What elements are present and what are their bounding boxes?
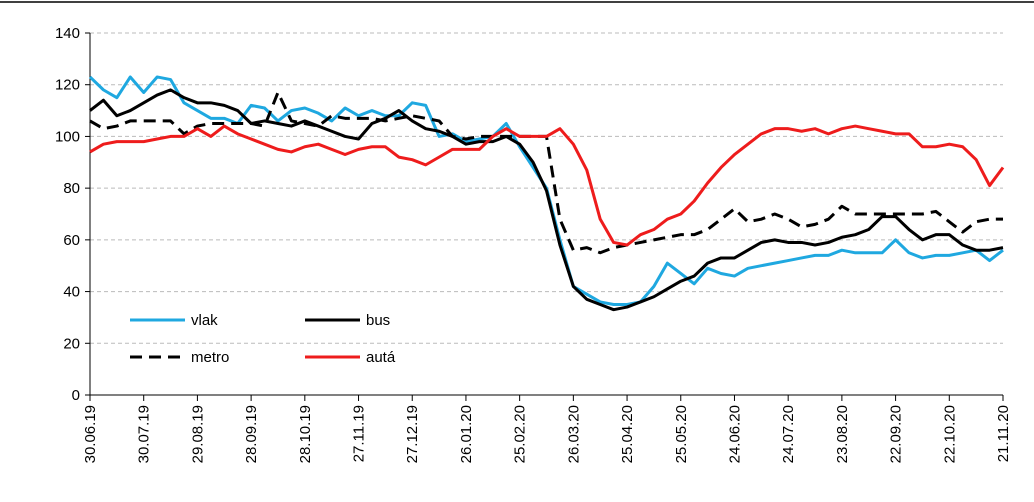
x-tick-label: 27.11.19 xyxy=(351,405,368,462)
y-tick-label: 140 xyxy=(55,25,80,42)
x-tick-label: 25.02.20 xyxy=(512,405,529,463)
series-line xyxy=(89,90,1003,255)
x-tick-label: 29.08.19 xyxy=(189,405,206,463)
x-tick-label: 26.01.20 xyxy=(458,405,475,463)
x-tick-label: 27.12.19 xyxy=(404,405,421,463)
y-tick-label: 40 xyxy=(63,284,80,301)
legend-label: vlak xyxy=(191,312,218,329)
legend-label: bus xyxy=(366,312,390,329)
x-tick-label: 28.09.19 xyxy=(243,405,260,463)
y-tick-label: 60 xyxy=(63,232,80,249)
x-tick-label: 25.04.20 xyxy=(619,405,636,463)
legend-label: autá xyxy=(366,349,396,366)
x-tick-label: 23.08.20 xyxy=(834,405,851,463)
x-tick-label: 24.07.20 xyxy=(780,405,797,463)
series-line xyxy=(89,88,1004,312)
y-tick-label: 20 xyxy=(63,335,80,352)
x-tick-label: 30.06.19 xyxy=(82,405,99,463)
x-tick-label: 22.10.20 xyxy=(941,405,958,463)
y-tick-label: 0 xyxy=(72,387,80,404)
x-tick-label: 22.09.20 xyxy=(888,405,905,463)
y-tick-label: 120 xyxy=(55,77,80,94)
y-tick-label: 100 xyxy=(55,128,80,145)
x-tick-label: 25.05.20 xyxy=(673,405,690,463)
x-tick-label: 28.10.19 xyxy=(297,405,314,463)
x-tick-label: 24.06.20 xyxy=(726,405,743,463)
series-line xyxy=(89,124,1005,247)
legend-label: metro xyxy=(191,349,229,366)
y-tick-label: 80 xyxy=(63,180,80,197)
x-tick-label: 26.03.20 xyxy=(565,405,582,463)
x-tick-label: 21.11.20 xyxy=(995,405,1012,462)
x-tick-label: 30.07.19 xyxy=(136,405,153,463)
